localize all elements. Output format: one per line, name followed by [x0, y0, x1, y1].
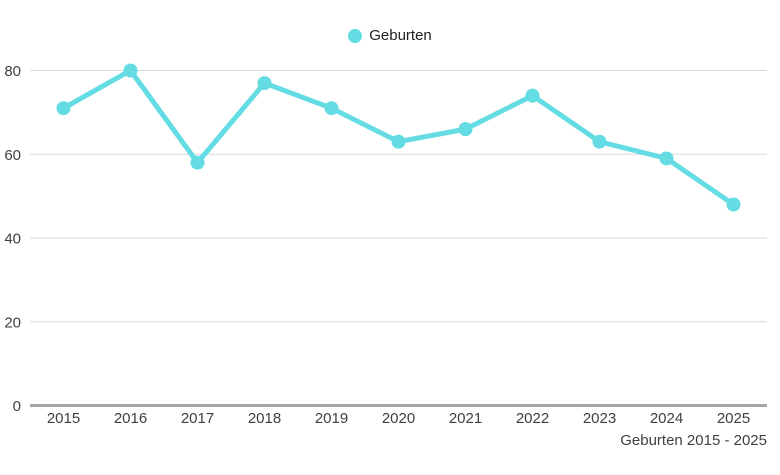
data-point	[56, 101, 71, 116]
data-point	[324, 101, 339, 116]
legend[interactable]: Geburten	[0, 26, 780, 46]
data-point	[257, 76, 272, 91]
line-chart: 0 20 40 60 80 2015 2016 2017 2018 2019 2020 2021 202…	[4, 63, 767, 427]
y-tick-label: 40	[4, 231, 21, 248]
y-tick-label: 20	[4, 314, 21, 331]
x-tick-label: 2021	[449, 410, 482, 427]
y-tick-label: 80	[4, 63, 21, 80]
x-tick-label: 2022	[516, 410, 549, 427]
x-tick-label: 2018	[248, 410, 281, 427]
data-point	[458, 122, 473, 137]
x-tick-label: 2025	[717, 410, 750, 427]
data-point	[391, 134, 406, 149]
x-tick-label: 2023	[583, 410, 616, 427]
legend-marker-icon	[348, 29, 363, 43]
y-tick-label: 60	[4, 147, 21, 164]
data-point	[726, 197, 741, 212]
data-point	[592, 134, 607, 149]
x-tick-label: 2016	[114, 410, 147, 427]
x-tick-label: 2017	[181, 410, 214, 427]
x-tick-label: 2015	[47, 410, 80, 427]
data-point	[659, 151, 674, 166]
y-tick-label: 0	[13, 398, 21, 415]
data-point	[525, 88, 540, 103]
data-point	[123, 63, 138, 78]
data-point	[190, 155, 205, 170]
legend-label: Geburten	[369, 27, 432, 44]
x-tick-label: 2020	[382, 410, 415, 427]
x-tick-label: 2019	[315, 410, 348, 427]
x-tick-label: 2024	[650, 410, 683, 427]
chart-caption: Geburten 2015 - 2025	[620, 432, 767, 449]
